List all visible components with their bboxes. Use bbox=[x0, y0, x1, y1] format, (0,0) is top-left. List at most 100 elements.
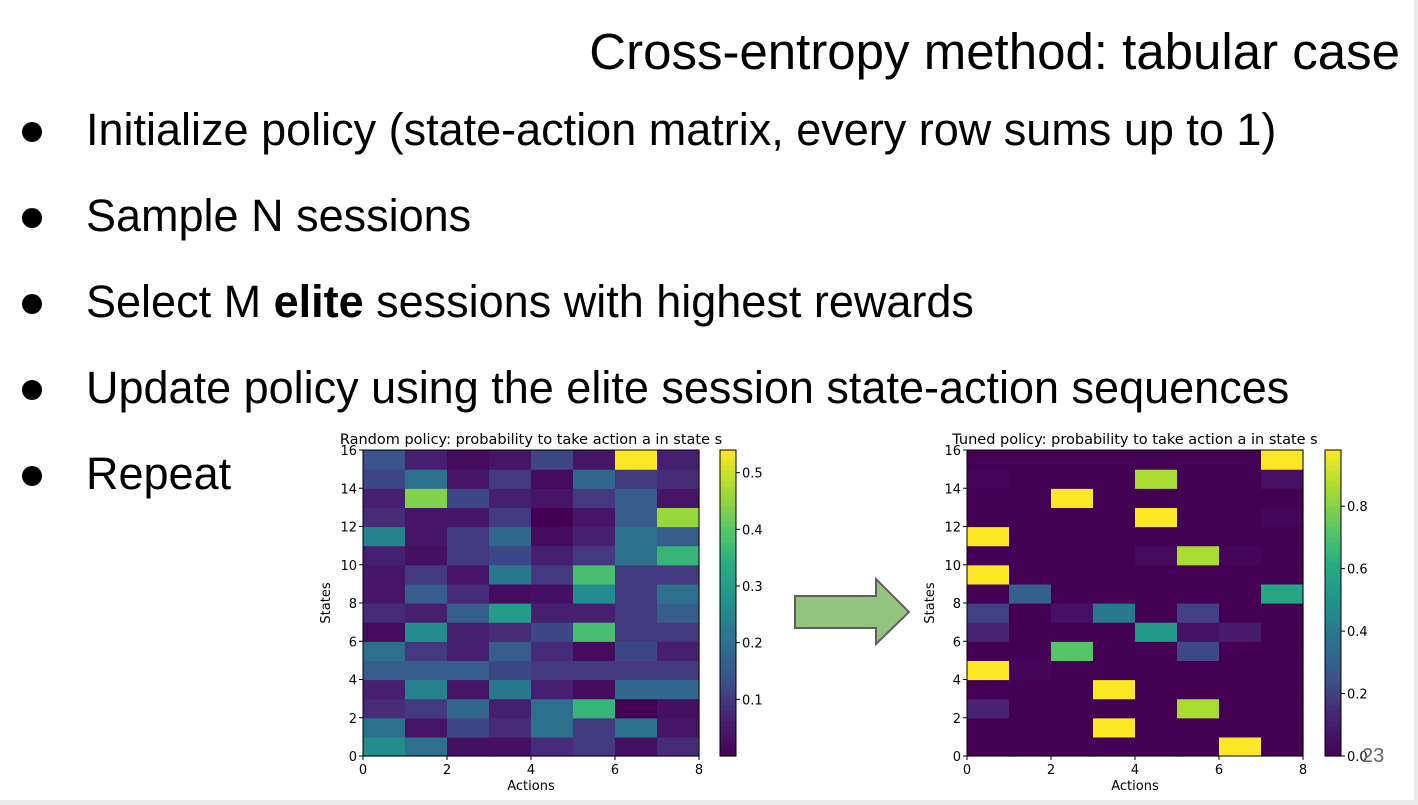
heatmap-cell bbox=[1093, 603, 1136, 623]
x-tick-label: 6 bbox=[1215, 763, 1223, 778]
heatmap-cell bbox=[489, 641, 532, 661]
heatmap-cell bbox=[657, 736, 700, 757]
colorbar-segment bbox=[1325, 715, 1341, 721]
heatmap-cell bbox=[1177, 469, 1220, 489]
heatmap-cell bbox=[967, 583, 1010, 604]
heatmap-cell bbox=[1219, 736, 1262, 757]
heatmap-cell bbox=[1051, 488, 1094, 508]
heatmap-cell bbox=[1009, 450, 1052, 470]
heatmap-cell bbox=[531, 488, 574, 508]
bullet-dot-icon bbox=[22, 380, 42, 400]
heatmap-cell bbox=[1261, 603, 1304, 623]
heatmap-cell bbox=[1009, 545, 1052, 566]
heatmap-cell bbox=[1135, 679, 1178, 700]
heatmap-cell bbox=[615, 583, 658, 604]
heatmap-cell bbox=[1261, 622, 1304, 642]
heatmap-cell bbox=[489, 603, 532, 623]
colorbar-segment bbox=[720, 664, 736, 670]
y-tick-label: 16 bbox=[944, 444, 961, 459]
colorbar-segment bbox=[720, 531, 736, 538]
heatmap-cell bbox=[1009, 564, 1052, 585]
heatmap-cell bbox=[573, 717, 616, 738]
colorbar-segment bbox=[720, 699, 736, 706]
heatmap-cell bbox=[447, 660, 490, 681]
heatmap-cell bbox=[657, 660, 700, 681]
heatmap-cell bbox=[573, 698, 616, 719]
colorbar-tick-label: 0.5 bbox=[742, 467, 763, 482]
heatmap-cell bbox=[1219, 698, 1262, 719]
heatmap-cell bbox=[363, 545, 406, 566]
colorbar-segment bbox=[1325, 587, 1341, 594]
heatmap-cell bbox=[657, 679, 700, 700]
heatmap-cell bbox=[405, 526, 448, 547]
heatmap-cell bbox=[1177, 526, 1220, 547]
colorbar-segment bbox=[720, 674, 736, 681]
heatmap-cell bbox=[1135, 717, 1178, 738]
colorbar-segment bbox=[720, 506, 736, 512]
heatmap-cell bbox=[1177, 450, 1220, 470]
heatmap-cell bbox=[1051, 507, 1094, 528]
heatmap-cell bbox=[1177, 660, 1220, 681]
heatmap-cell bbox=[657, 488, 700, 508]
heatmap-cell bbox=[967, 526, 1010, 547]
bullet-text: Sample N sessions bbox=[86, 190, 472, 241]
heatmap-cell bbox=[1219, 583, 1262, 604]
colorbar-segment bbox=[720, 490, 736, 497]
heatmap-cell bbox=[1177, 545, 1220, 566]
heatmap-cell bbox=[615, 526, 658, 547]
heatmap-cell bbox=[1177, 641, 1220, 661]
heatmap-cell bbox=[531, 583, 574, 604]
colorbar-segment bbox=[1325, 577, 1341, 584]
colorbar-segment bbox=[1325, 633, 1341, 640]
heatmap-cell bbox=[447, 583, 490, 604]
colorbar-segment bbox=[720, 613, 736, 619]
heatmap-cell bbox=[1009, 660, 1052, 681]
colorbar-segment bbox=[1325, 465, 1341, 471]
heatmap-cell bbox=[447, 469, 490, 489]
heatmap-cell bbox=[531, 736, 574, 757]
colorbar-segment bbox=[1325, 526, 1341, 533]
heatmap-cell bbox=[1135, 641, 1178, 661]
heatmap-cell bbox=[967, 641, 1010, 661]
colorbar-tick-label: 0.1 bbox=[742, 693, 763, 708]
colorbar-segment bbox=[1325, 582, 1341, 589]
heatmap-cell bbox=[573, 641, 616, 661]
heatmap-cell bbox=[363, 469, 406, 489]
colorbar-tick-label: 0.4 bbox=[742, 523, 763, 538]
colorbar-segment bbox=[720, 725, 736, 732]
heatmap-cell bbox=[573, 660, 616, 681]
colorbar-segment bbox=[1325, 460, 1341, 466]
heatmap-cell bbox=[615, 507, 658, 528]
heatmap-cell bbox=[615, 622, 658, 642]
colorbar-segment bbox=[1325, 495, 1341, 502]
colorbar-frame bbox=[1324, 449, 1342, 757]
page-number: 23 bbox=[1362, 745, 1385, 767]
x-tick-label: 8 bbox=[695, 763, 703, 778]
heatmap-cell bbox=[363, 603, 406, 623]
heatmap-cell bbox=[615, 488, 658, 508]
x-tick-label: 2 bbox=[1047, 763, 1055, 778]
heatmap-cell bbox=[1093, 564, 1136, 585]
heatmap-cell bbox=[1051, 717, 1094, 738]
heatmap-cell bbox=[1177, 507, 1220, 528]
heatmap-cell bbox=[1051, 736, 1094, 757]
y-axis-label: States bbox=[319, 582, 334, 623]
heatmap-cell bbox=[573, 526, 616, 547]
heatmap-cell bbox=[657, 507, 700, 528]
colorbar-segment bbox=[1325, 501, 1341, 507]
colorbar-segment bbox=[1325, 628, 1341, 635]
colorbar-segment bbox=[1325, 572, 1341, 579]
heatmap-cell bbox=[1051, 641, 1094, 661]
heatmap-cell bbox=[615, 545, 658, 566]
heatmap-cell bbox=[1009, 507, 1052, 528]
colorbar-segment bbox=[720, 511, 736, 517]
heatmap-cell bbox=[405, 641, 448, 661]
heatmap-cell bbox=[1135, 545, 1178, 566]
colorbar-segment bbox=[720, 638, 736, 645]
heatmap-cell bbox=[657, 450, 700, 470]
heatmap-cell bbox=[363, 583, 406, 604]
heatmap-cell bbox=[1009, 736, 1052, 757]
heatmap-cell bbox=[1009, 603, 1052, 623]
heatmap-cell bbox=[657, 622, 700, 642]
colorbar-segment bbox=[1325, 735, 1341, 742]
